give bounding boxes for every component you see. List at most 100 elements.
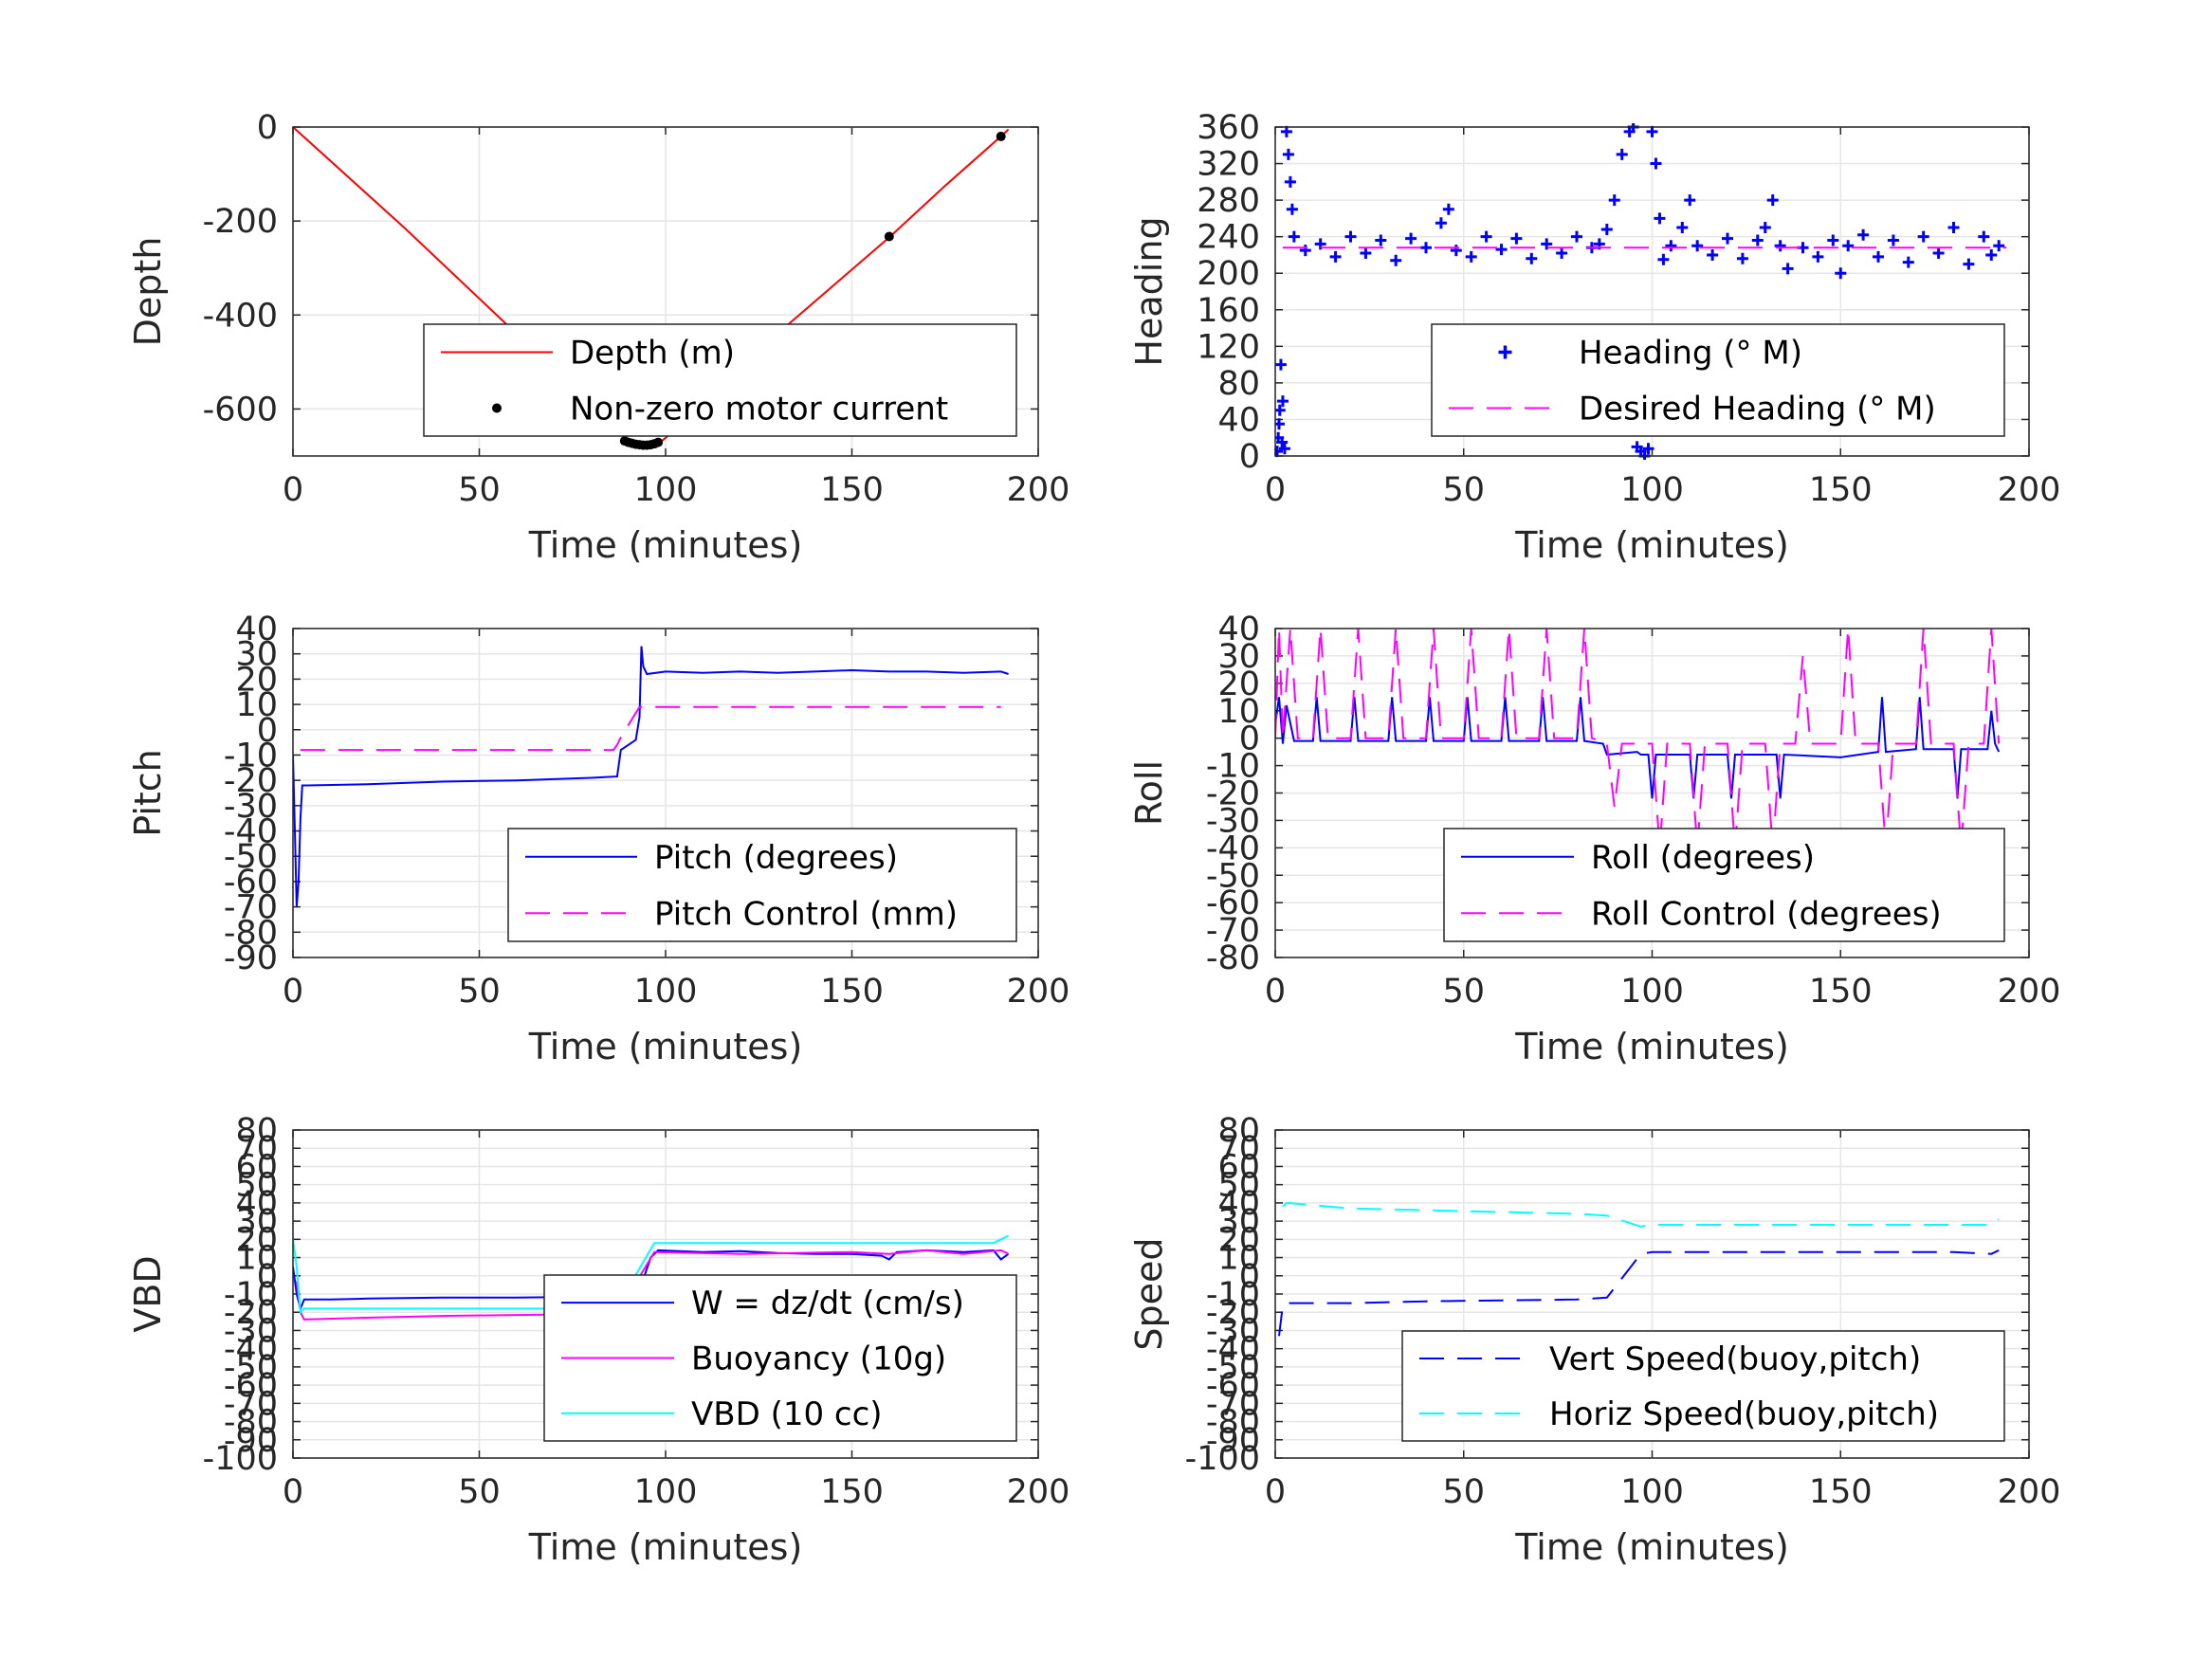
y-tick-label: -80 — [224, 1404, 278, 1442]
data-point — [1526, 252, 1538, 264]
y-tick-label: -10 — [224, 1276, 278, 1314]
y-tick-label: -70 — [224, 889, 278, 927]
y-tick-label: -50 — [1206, 1349, 1260, 1387]
y-tick-label: -60 — [224, 864, 278, 902]
x-tick-label: 100 — [1620, 1473, 1684, 1511]
y-tick-label: -20 — [224, 1294, 278, 1332]
legend-box — [1401, 1330, 2005, 1442]
data-point — [1282, 148, 1294, 160]
y-tick-label: -30 — [1206, 802, 1260, 840]
y-tick-label: -70 — [224, 1385, 278, 1423]
y-tick-label: -60 — [1206, 884, 1260, 922]
x-tick-label: 0 — [283, 973, 303, 1011]
data-point — [1571, 230, 1582, 243]
x-tick-label: 150 — [1809, 471, 1873, 509]
x-tick-label: 50 — [458, 973, 501, 1011]
x-tick-label: 100 — [634, 471, 698, 509]
y-tick-label: 50 — [1217, 1167, 1260, 1205]
data-point — [1722, 232, 1733, 245]
y-tick-label: 60 — [1217, 1148, 1260, 1186]
y-tick-label: 0 — [1239, 720, 1260, 758]
series-line-vert-speed-buoy-pitch — [1278, 1249, 2000, 1337]
data-point — [1280, 125, 1292, 137]
y-tick-label: 10 — [1217, 1240, 1260, 1278]
y-tick-label: 20 — [235, 1221, 278, 1259]
y-tick-label: 0 — [257, 712, 278, 750]
data-point — [1932, 247, 1945, 260]
data-point — [1616, 148, 1628, 160]
x-tick-label: 50 — [458, 471, 501, 509]
y-axis-label: Heading — [1128, 216, 1170, 366]
data-point — [1835, 267, 1847, 280]
x-tick-label: 50 — [1442, 471, 1485, 509]
data-layer — [1275, 123, 2007, 460]
data-point — [1691, 240, 1704, 252]
legend: Vert Speed(buoy,pitch) Horiz Speed(buoy,p… — [1401, 1330, 2005, 1442]
y-tick-label: -60 — [1206, 1367, 1260, 1405]
legend-label: Depth (m) — [570, 335, 735, 373]
data-point — [1344, 230, 1357, 243]
y-tick-label: -50 — [224, 1349, 278, 1387]
data-point — [1646, 125, 1658, 137]
data-point — [1774, 240, 1786, 252]
y-tick-label: -90 — [224, 1422, 278, 1460]
data-layer — [1278, 1201, 2000, 1337]
y-tick-label: 20 — [1217, 665, 1260, 703]
y-tick-label: -40 — [224, 1331, 278, 1369]
data-point — [1657, 253, 1670, 265]
data-point — [1963, 258, 1975, 270]
data-point — [1917, 230, 1929, 243]
x-tick-label: 0 — [1265, 471, 1286, 509]
y-tick-label: 360 — [1197, 109, 1260, 147]
x-tick-label: 150 — [820, 471, 884, 509]
x-tick-label: 150 — [820, 1473, 884, 1511]
data-point — [1275, 446, 1283, 458]
y-tick-label: 50 — [235, 1167, 278, 1205]
x-axis-label: Time (minutes) — [528, 1026, 803, 1067]
y-axis-label: Speed — [1128, 1237, 1170, 1350]
data-point — [1654, 212, 1666, 225]
x-tick-label: 150 — [1809, 973, 1873, 1011]
data-point — [1284, 175, 1296, 188]
y-axis-label: Roll — [1128, 760, 1170, 826]
y-tick-label: 20 — [235, 661, 278, 699]
axes-frame — [292, 1129, 1039, 1459]
data-point — [1360, 247, 1372, 260]
x-tick-label: 200 — [1998, 471, 2061, 509]
data-point — [1299, 245, 1311, 257]
x-tick-label: 100 — [634, 1473, 698, 1511]
y-tick-label: -90 — [1206, 1422, 1260, 1460]
y-tick-label: -80 — [224, 914, 278, 952]
data-point — [1902, 256, 1914, 268]
data-point — [1608, 194, 1620, 207]
y-tick-label: -600 — [203, 391, 278, 428]
data-point — [1978, 230, 1990, 243]
legend-swatch-heading-m — [1498, 345, 1512, 359]
y-tick-label: -100 — [203, 1440, 278, 1478]
y-tick-label: 320 — [1197, 146, 1260, 184]
data-point — [1275, 404, 1286, 416]
y-tick-label: -80 — [1206, 1404, 1260, 1442]
legend-label: Desired Heading (° M) — [1579, 391, 1936, 428]
y-tick-label: -200 — [203, 203, 278, 241]
y-tick-label: 10 — [1217, 693, 1260, 731]
y-tick-label: 40 — [235, 611, 278, 648]
y-tick-label: -60 — [224, 1367, 278, 1405]
y-tick-label: -40 — [1206, 1331, 1260, 1369]
y-tick-label: -70 — [1206, 912, 1260, 950]
legend: Pitch (degrees) Pitch Control (mm) — [507, 828, 1017, 942]
y-tick-label: 30 — [1217, 638, 1260, 676]
legend-label: Buoyancy (10g) — [691, 1340, 946, 1378]
x-tick-label: 200 — [1998, 973, 2061, 1011]
data-point — [1276, 436, 1289, 448]
data-point — [1329, 250, 1342, 263]
y-tick-label: -20 — [224, 762, 278, 800]
y-tick-label: 10 — [235, 1240, 278, 1278]
y-tick-label: 30 — [1217, 1203, 1260, 1241]
y-tick-label: -50 — [1206, 857, 1260, 895]
data-point — [1541, 238, 1553, 250]
legend-label: Horiz Speed(buoy,pitch) — [1549, 1395, 1939, 1433]
x-tick-label: 200 — [1007, 973, 1070, 1011]
legend-box — [1431, 323, 2005, 437]
x-axis-label: Time (minutes) — [1514, 1026, 1789, 1067]
